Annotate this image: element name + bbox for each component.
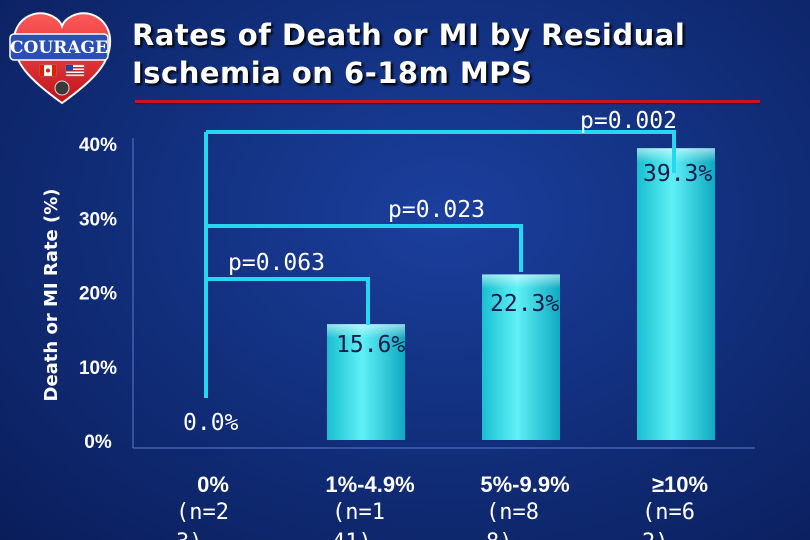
x-category-label: 1%-4.9%: [325, 472, 414, 497]
logo-banner: [9, 33, 109, 61]
x-category-label: ≥10%: [652, 472, 708, 497]
n-label: (n=8 8): [486, 500, 539, 540]
x-category-label: 0%: [197, 472, 229, 497]
y-tick-label: 20%: [79, 284, 117, 305]
slide-title: Rates of Death or MI by Residual Ischemi…: [132, 18, 686, 90]
value-label: 39.3%: [643, 161, 712, 187]
logo-text: COURAGE: [10, 38, 108, 58]
y-axis-label: Death or MI Rate (%): [41, 188, 62, 402]
y-tick-label: 0%: [84, 432, 112, 453]
x-category-label: 5%-9.9%: [480, 472, 569, 497]
value-label: 15.6%: [336, 332, 405, 358]
value-label: 0.0%: [183, 410, 239, 436]
canada-flag-left: [40, 65, 44, 76]
n-label-line: 41): [332, 530, 372, 540]
y-tick-label: 30%: [79, 209, 117, 230]
n-label-line: (n=2: [176, 500, 229, 525]
us-flag-canton: [66, 65, 73, 71]
bracket: [206, 130, 676, 173]
p-value-labels: p=0.063 p=0.023 p=0.002: [228, 108, 677, 276]
canada-flag-leaf: [46, 68, 50, 73]
courage-logo: COURAGE: [9, 12, 112, 105]
bars: [327, 148, 715, 440]
bracket: [206, 277, 370, 325]
us-flag-stripe2: [66, 70, 84, 72]
y-tick-label: 10%: [79, 358, 117, 379]
n-label: (n=6 2): [642, 500, 695, 540]
canada-flag-right: [52, 65, 56, 76]
n-label-line: 8): [486, 530, 513, 540]
p-value-label: p=0.063: [228, 250, 325, 276]
us-flag-stripe3: [66, 73, 84, 75]
title-underline: [135, 100, 760, 103]
bar: [637, 148, 715, 440]
p-value-label: p=0.002: [580, 108, 677, 134]
us-flag-stripe1: [66, 67, 84, 69]
n-label-line: (n=1: [332, 500, 385, 525]
y-tick-label: 40%: [79, 135, 117, 156]
n-label-line: (n=8: [486, 500, 539, 525]
n-label: (n=2 3): [176, 500, 229, 540]
n-labels: (n=2 3) (n=1 41) (n=8 8) (n=6 2): [176, 500, 695, 540]
value-labels: 0.0% 15.6% 22.3% 39.3%: [183, 161, 712, 436]
x-category-labels: 0% 1%-4.9% 5%-9.9% ≥10%: [197, 472, 708, 497]
value-label: 22.3%: [490, 291, 559, 317]
bracket: [206, 224, 523, 272]
bar-highlight: [327, 324, 405, 365]
va-seal-icon: [54, 80, 70, 96]
y-tick-labels: 0% 10% 20% 30% 40%: [79, 135, 117, 453]
bar-highlight: [482, 274, 560, 315]
n-label-line: (n=6: [642, 500, 695, 525]
n-label-line: 3): [176, 530, 203, 540]
p-value-label: p=0.023: [388, 197, 485, 223]
n-label: (n=1 41): [332, 500, 385, 540]
n-label-line: 2): [642, 530, 669, 540]
significance-brackets: [204, 130, 676, 398]
